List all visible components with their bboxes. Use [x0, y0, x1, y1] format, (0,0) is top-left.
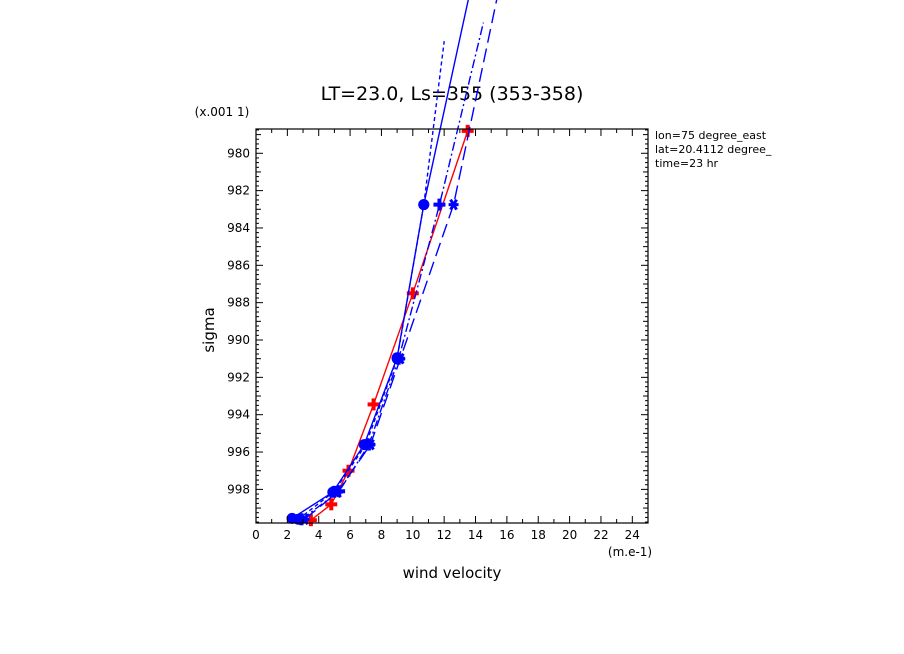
data-point-4-1: [332, 486, 343, 498]
data-point-2-4: [418, 199, 430, 211]
data-point-0-3: [367, 398, 380, 411]
series-line-1: [291, 0, 469, 519]
data-point-0-0: [304, 514, 317, 527]
plot-frame: [255, 128, 649, 524]
series-line-4: [304, 0, 498, 520]
series-layer: [286, 0, 498, 527]
x-unit-label: (m.e-1): [608, 545, 652, 559]
annotation-lat: lat=20.4112 degree_: [655, 143, 772, 156]
series-4: [299, 0, 498, 526]
y-tick-label: 988: [227, 296, 250, 310]
data-point-0-1: [325, 498, 338, 511]
annotation-lon: lon=75 degree_east: [655, 129, 767, 142]
y-tick-label: 998: [227, 482, 250, 496]
y-tick-label: 994: [227, 408, 250, 422]
data-point-4-2: [365, 438, 376, 451]
x-tick-label: 20: [562, 528, 577, 542]
data-point-4-4: [448, 198, 459, 211]
data-point-0-5: [461, 124, 474, 137]
x-tick-label: 18: [531, 528, 546, 542]
x-tick-label: 10: [405, 528, 420, 542]
chart-title: LT=23.0, Ls=355 (353-358): [321, 83, 584, 105]
x-tick-label: 6: [346, 528, 354, 542]
y-unit-label: (x.001 1): [195, 105, 250, 119]
data-point-3-4: [433, 198, 446, 211]
y-tick-label: 980: [227, 146, 250, 160]
x-tick-label: 14: [468, 528, 483, 542]
y-tick-label: 990: [227, 333, 250, 347]
y-axis-label: sigma: [200, 307, 218, 352]
annotation-block: lon=75 degree_east lat=20.4112 degree_ t…: [655, 129, 772, 170]
y-tick-label: 992: [227, 370, 250, 384]
series-line-3: [301, 22, 485, 520]
series-2: [292, 41, 445, 525]
data-point-4-3: [395, 352, 406, 365]
y-tick-label: 982: [227, 184, 250, 198]
series-line-0: [310, 130, 469, 521]
x-axis-label: wind velocity: [403, 564, 502, 582]
axes: 0 2 4 6 8 10 12 14 16 18 20 22 249809829849869889909…: [227, 128, 649, 542]
x-tick-label: 0: [252, 528, 260, 542]
x-tick-label: 24: [625, 528, 640, 542]
y-tick-label: 986: [227, 258, 250, 272]
x-tick-label: 8: [378, 528, 386, 542]
x-tick-label: 12: [437, 528, 452, 542]
x-tick-label: 22: [593, 528, 608, 542]
series-line-2: [297, 41, 445, 520]
x-tick-label: 2: [284, 528, 292, 542]
x-tick-label: 16: [499, 528, 514, 542]
y-tick-label: 996: [227, 445, 250, 459]
annotation-time: time=23 hr: [655, 157, 719, 170]
series-0: [304, 124, 474, 527]
y-tick-label: 984: [227, 221, 250, 235]
series-1: [286, 0, 469, 524]
data-point-0-4: [406, 287, 419, 300]
x-tick-label: 4: [315, 528, 323, 542]
